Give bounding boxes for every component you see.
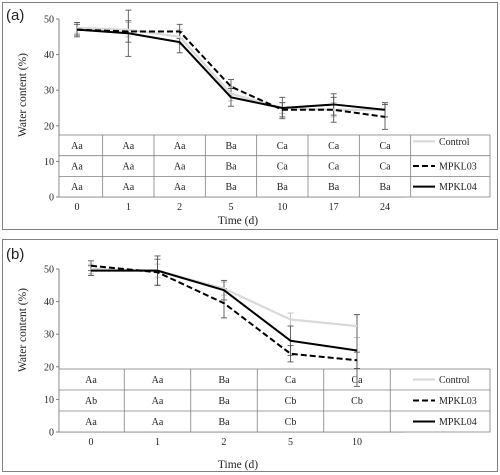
panel-b-x-tick-label: 0: [89, 437, 94, 448]
panel-a-label: (a): [6, 7, 24, 24]
panel-b-y-tick-label: 0: [49, 428, 54, 439]
panel-b-table-cell: Ca: [285, 375, 297, 386]
panel-b-y-tick-label: 20: [44, 362, 54, 373]
panel-a-y-tick-label: 0: [49, 193, 54, 204]
panel-b-series-line-mpkl04: [91, 269, 358, 352]
panel-a-table-cell: Aa: [174, 141, 186, 152]
panel-b-x-tick-label: 5: [288, 437, 293, 448]
panel-b-table-cell: Aa: [152, 396, 164, 407]
panel-a-legend-label: Control: [439, 137, 470, 148]
panel-b-legend-label: Control: [439, 375, 470, 386]
panel-a-y-tick-label: 50: [44, 15, 54, 26]
panel-a-table-cell: Ca: [277, 162, 289, 173]
panel-a-table-cell: Aa: [71, 141, 83, 152]
panel-b-table-cell: Aa: [152, 375, 164, 386]
panel-b-table-cell: Ba: [218, 417, 230, 428]
panel-b-table-cell: Aa: [85, 417, 97, 428]
panel-a-table-cell: Aa: [122, 141, 134, 152]
panel-a-table-cell: Aa: [122, 182, 134, 193]
panel-a-y-tick-label: 10: [44, 157, 54, 168]
panel-a-y-axis-title: Water content (%): [17, 53, 29, 137]
panel-a-table-cell: Ca: [379, 162, 391, 173]
panel-a-x-tick-label: 17: [329, 202, 339, 213]
panel-a-table-cell: Ba: [328, 182, 340, 193]
panel-a-table-cell: Aa: [122, 162, 134, 173]
panel-a-table-cell: Ba: [225, 182, 237, 193]
panel-a-table-cell: Aa: [71, 182, 83, 193]
panel-a-legend-label: MPKL03: [439, 162, 477, 173]
panel-b-legend-label: MPKL03: [439, 396, 477, 407]
panel-b-legend-label: MPKL04: [439, 417, 477, 428]
panel-a-series-line-mpkl04: [76, 28, 386, 111]
panel-a-table-cell: Aa: [71, 162, 83, 173]
panel-b-x-axis-title: Time (d): [218, 459, 258, 471]
panel-a-table-cell: Ba: [379, 182, 391, 193]
panel-a-x-axis-title: Time (d): [218, 215, 258, 227]
panel-a-x-tick-label: 5: [229, 202, 234, 213]
panel-a-table-cell: Ba: [225, 162, 237, 173]
panel-a-y-tick-label: 40: [44, 50, 54, 61]
panel-b-y-tick-label: 30: [44, 330, 54, 341]
panel-b-table-cell: Cb: [285, 417, 297, 428]
panel-b-table-cell: Ba: [218, 396, 230, 407]
panel-a-table-cell: Aa: [174, 162, 186, 173]
panel-a-y-tick-label: 30: [44, 86, 54, 97]
panel-a-table-cell: Aa: [174, 182, 186, 193]
panel-b-y-tick-label: 10: [44, 395, 54, 406]
panel-a-x-tick-label: 2: [177, 202, 182, 213]
panel-b-y-tick-label: 40: [44, 297, 54, 308]
panel-b-table-cell: Ba: [218, 375, 230, 386]
panel-b-y-tick-label: 50: [44, 265, 54, 276]
panel-b-table-cell: Cb: [351, 396, 363, 407]
panel-a-x-tick-label: 0: [75, 202, 80, 213]
panel-a-x-tick-label: 24: [380, 202, 390, 213]
panel-a-table-cell: Ca: [328, 141, 340, 152]
panel-a-x-tick-label: 10: [277, 202, 287, 213]
panel-b-label: (b): [6, 246, 24, 263]
panel-a-x-tick-label: 1: [126, 202, 131, 213]
panel-b-table-cell: Aa: [85, 375, 97, 386]
panel-b-table-cell: Aa: [152, 417, 164, 428]
panel-a-y-tick-label: 20: [44, 121, 54, 132]
panel-a-series-line-control: [76, 26, 385, 111]
panel-b-table-cell: Ab: [85, 396, 97, 407]
panel-a-table-cell: Ca: [277, 141, 289, 152]
panel-b-x-tick-label: 10: [352, 437, 362, 448]
panel-b-series-line-mpkl03: [90, 264, 358, 362]
panel-b-x-tick-label: 1: [155, 437, 160, 448]
panel-b-x-tick-label: 2: [222, 437, 227, 448]
panel-b-y-axis-title: Water content (%): [17, 288, 29, 372]
panel-a-table-cell: Ca: [379, 141, 391, 152]
panel-a-legend-label: MPKL04: [439, 182, 477, 193]
panel-a-table-cell: Ba: [277, 182, 289, 193]
panel-b-frame: [2, 239, 498, 472]
panel-b-table-cell: Cb: [285, 396, 297, 407]
panel-a-table-cell: Ca: [328, 162, 340, 173]
panel-a-table-cell: Ba: [225, 141, 237, 152]
